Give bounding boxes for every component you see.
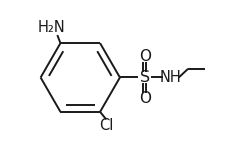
- Text: NH: NH: [160, 70, 182, 85]
- Text: Cl: Cl: [99, 118, 113, 133]
- Text: S: S: [140, 70, 150, 85]
- Text: O: O: [139, 49, 151, 64]
- Text: H₂N: H₂N: [38, 20, 66, 35]
- Text: O: O: [139, 91, 151, 106]
